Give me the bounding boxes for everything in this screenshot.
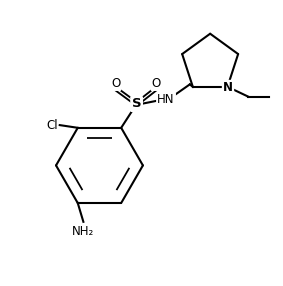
Text: S: S [132,98,142,110]
Text: O: O [152,77,161,90]
Text: NH₂: NH₂ [72,225,95,238]
Text: N: N [223,81,233,94]
Text: O: O [111,77,120,90]
Text: HN: HN [157,93,175,106]
Text: Cl: Cl [47,119,58,132]
